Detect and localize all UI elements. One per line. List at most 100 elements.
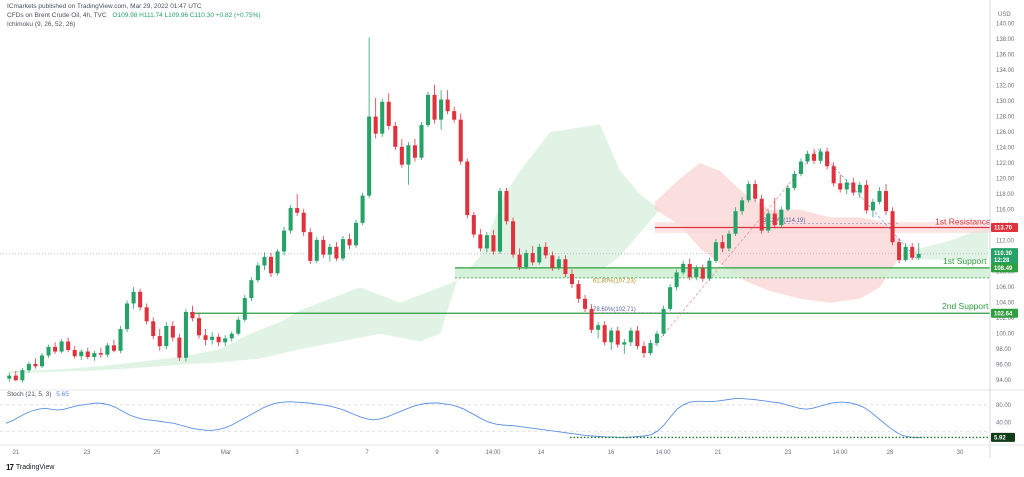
- candle-body: [125, 303, 130, 330]
- support1-zone: [455, 267, 990, 278]
- candle-body: [511, 221, 516, 255]
- candle-body: [210, 336, 215, 340]
- stoch-line: [5, 398, 923, 438]
- candle-body: [798, 161, 803, 174]
- candle-body: [295, 208, 300, 213]
- candle-body: [583, 298, 588, 309]
- candle-body: [746, 184, 751, 201]
- x-tick-label: 14: [538, 450, 545, 456]
- price-tag-label: 110.30: [994, 251, 1013, 257]
- price-tag-label: 113.70: [994, 226, 1013, 232]
- y-tick-label: 134.00: [996, 68, 1015, 74]
- candle-body: [183, 312, 188, 358]
- y-tick-label: 94.00: [996, 378, 1012, 384]
- candle-body: [694, 268, 699, 278]
- candle-body: [491, 235, 496, 252]
- candle-body: [53, 346, 58, 352]
- tradingview-logo[interactable]: 17 TradingView: [6, 463, 54, 472]
- y-tick-label: 106.00: [996, 285, 1015, 291]
- candle-body: [877, 191, 882, 202]
- resistance-label: 1st Resistance: [935, 216, 991, 226]
- candle-body: [314, 239, 319, 261]
- candle-body: [844, 182, 849, 190]
- cloud-green-right: [900, 229, 988, 261]
- x-tick-label: 3: [295, 450, 299, 456]
- candle-body: [262, 256, 267, 266]
- stoch-label-text: Stoch (21, 5, 3): [7, 391, 52, 398]
- candle-body: [268, 256, 274, 274]
- support2-label: 2nd Support: [942, 301, 989, 311]
- stoch-tag-label: 5.92: [994, 436, 1006, 442]
- candle-body: [596, 325, 601, 330]
- candle-body: [641, 346, 646, 354]
- candle-body: [118, 329, 123, 351]
- candle-body: [700, 268, 705, 279]
- candle-body: [7, 375, 12, 379]
- candle-body: [707, 260, 712, 279]
- candle-body: [720, 242, 725, 249]
- candle-body: [138, 291, 143, 308]
- x-tick-label: 21: [13, 450, 20, 456]
- candle-body: [327, 246, 332, 255]
- price-tag: [991, 308, 1018, 318]
- candle-body: [550, 255, 555, 268]
- y-tick-label: 138.00: [996, 37, 1015, 43]
- candle-body: [66, 341, 71, 350]
- x-tick-label: 16: [608, 450, 615, 456]
- candle-body: [282, 230, 287, 252]
- publisher-line: ICmarkets published on TradingView.com, …: [7, 3, 202, 10]
- y-tick-label: 130.00: [996, 99, 1015, 105]
- candle-body: [157, 336, 162, 347]
- x-tick-label: 21: [715, 450, 722, 456]
- candle-body: [524, 253, 529, 268]
- candle-body: [713, 242, 718, 261]
- price-tag-label: 12:28: [994, 258, 1010, 264]
- candle-body: [897, 242, 902, 261]
- y-tick-label: 120.00: [996, 177, 1015, 183]
- candle-body: [759, 198, 764, 231]
- candle-body: [668, 287, 673, 309]
- candle-body: [170, 325, 175, 338]
- candle-body: [484, 235, 489, 249]
- candle-body: [602, 325, 607, 343]
- price-tag-label: 102.64: [994, 311, 1013, 317]
- tv-logo-icon: 17: [6, 463, 14, 472]
- y-tick-label: 102.00: [996, 316, 1015, 322]
- candle-body: [458, 119, 463, 162]
- candle-body: [334, 246, 339, 259]
- candle-body: [425, 94, 431, 126]
- symbol-name: CFDs on Brent Crude Oil, 4h, TVC: [7, 12, 107, 19]
- candle-body: [779, 209, 784, 226]
- candle-body: [674, 272, 679, 288]
- cloud-green-left: [10, 124, 660, 374]
- axes: 140.00 138.00 136.00 134.00 132.00 130.00 128.…: [0, 0, 1024, 458]
- candle-body: [151, 321, 156, 337]
- price-tag: [991, 263, 1018, 273]
- x-tick-label: 14:00: [655, 450, 671, 456]
- candle-body: [792, 173, 797, 188]
- y-tick-label: 118.00: [996, 192, 1015, 198]
- support1-label: 1st Support: [943, 256, 987, 266]
- candle-body: [321, 239, 326, 255]
- candle-body: [818, 151, 823, 161]
- candle-body: [347, 239, 352, 246]
- candle-body: [432, 94, 437, 120]
- candle-body: [144, 307, 149, 322]
- stoch-value-text: 5.65: [56, 391, 69, 398]
- x-tick-label: 30: [957, 450, 964, 456]
- candle-body: [883, 191, 889, 212]
- candle-body: [916, 253, 921, 258]
- stoch-tick-label: 80.00: [996, 403, 1012, 409]
- candle-body: [223, 338, 228, 343]
- candle-body: [726, 233, 732, 249]
- candle-body: [98, 353, 103, 355]
- candle-body: [439, 99, 444, 120]
- candle-body: [569, 274, 574, 285]
- candle-body: [733, 211, 738, 234]
- stoch-tick-label: 40.00: [996, 420, 1012, 426]
- price-tag: [991, 248, 1018, 258]
- candle-body: [648, 343, 653, 354]
- candle-body: [772, 213, 777, 226]
- candle-body: [452, 111, 457, 120]
